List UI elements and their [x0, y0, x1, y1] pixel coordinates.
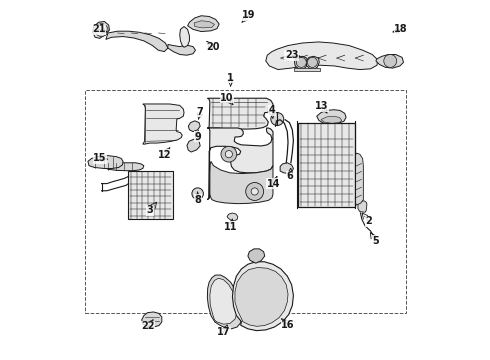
Text: 10: 10 — [220, 93, 234, 103]
Bar — [294, 68, 319, 71]
Text: 12: 12 — [158, 150, 171, 160]
Text: 18: 18 — [394, 24, 408, 35]
Bar — [298, 123, 355, 207]
Polygon shape — [207, 98, 273, 129]
Bar — [128, 171, 173, 220]
Polygon shape — [106, 31, 168, 51]
Text: 9: 9 — [195, 132, 201, 142]
Polygon shape — [194, 21, 215, 28]
Text: 15: 15 — [93, 153, 106, 163]
Text: 8: 8 — [194, 195, 201, 205]
Text: 16: 16 — [281, 320, 295, 330]
Polygon shape — [321, 116, 342, 123]
Polygon shape — [235, 267, 288, 326]
Circle shape — [271, 113, 284, 126]
Text: 23: 23 — [285, 50, 298, 60]
Polygon shape — [207, 275, 242, 329]
Polygon shape — [306, 56, 319, 69]
Polygon shape — [207, 128, 273, 200]
Polygon shape — [266, 42, 378, 69]
Bar — [85, 90, 406, 313]
Polygon shape — [294, 56, 308, 69]
Text: 2: 2 — [366, 216, 372, 226]
Circle shape — [296, 57, 306, 67]
Text: 3: 3 — [147, 206, 153, 216]
Polygon shape — [142, 312, 162, 327]
Text: 7: 7 — [197, 107, 203, 117]
Polygon shape — [355, 153, 364, 205]
Polygon shape — [188, 121, 200, 132]
Polygon shape — [248, 249, 265, 263]
Polygon shape — [210, 278, 237, 324]
Circle shape — [307, 57, 318, 67]
Circle shape — [95, 24, 108, 37]
Polygon shape — [187, 139, 200, 152]
Circle shape — [251, 188, 258, 195]
Text: 11: 11 — [224, 222, 238, 231]
Text: 22: 22 — [142, 321, 155, 331]
Polygon shape — [317, 110, 346, 125]
Text: 20: 20 — [206, 42, 220, 52]
Circle shape — [192, 188, 203, 199]
Text: 4: 4 — [269, 105, 275, 115]
Circle shape — [245, 183, 264, 201]
Polygon shape — [180, 27, 190, 47]
Polygon shape — [232, 262, 294, 330]
Polygon shape — [227, 213, 238, 221]
Circle shape — [221, 146, 237, 162]
Text: 6: 6 — [287, 171, 293, 181]
Text: 17: 17 — [217, 327, 230, 337]
Polygon shape — [168, 44, 196, 55]
Polygon shape — [280, 163, 294, 174]
Circle shape — [225, 150, 232, 158]
Polygon shape — [376, 54, 403, 68]
Polygon shape — [358, 201, 367, 212]
Polygon shape — [143, 104, 184, 144]
Polygon shape — [188, 16, 219, 32]
Polygon shape — [93, 22, 109, 39]
Text: 13: 13 — [316, 102, 329, 112]
Text: 5: 5 — [372, 236, 379, 246]
Text: 1: 1 — [227, 73, 234, 83]
Circle shape — [384, 54, 397, 67]
Polygon shape — [103, 163, 144, 171]
Text: 19: 19 — [242, 10, 255, 20]
Polygon shape — [210, 161, 273, 204]
Text: 21: 21 — [92, 24, 105, 35]
Polygon shape — [88, 156, 123, 168]
Text: 14: 14 — [267, 179, 280, 189]
